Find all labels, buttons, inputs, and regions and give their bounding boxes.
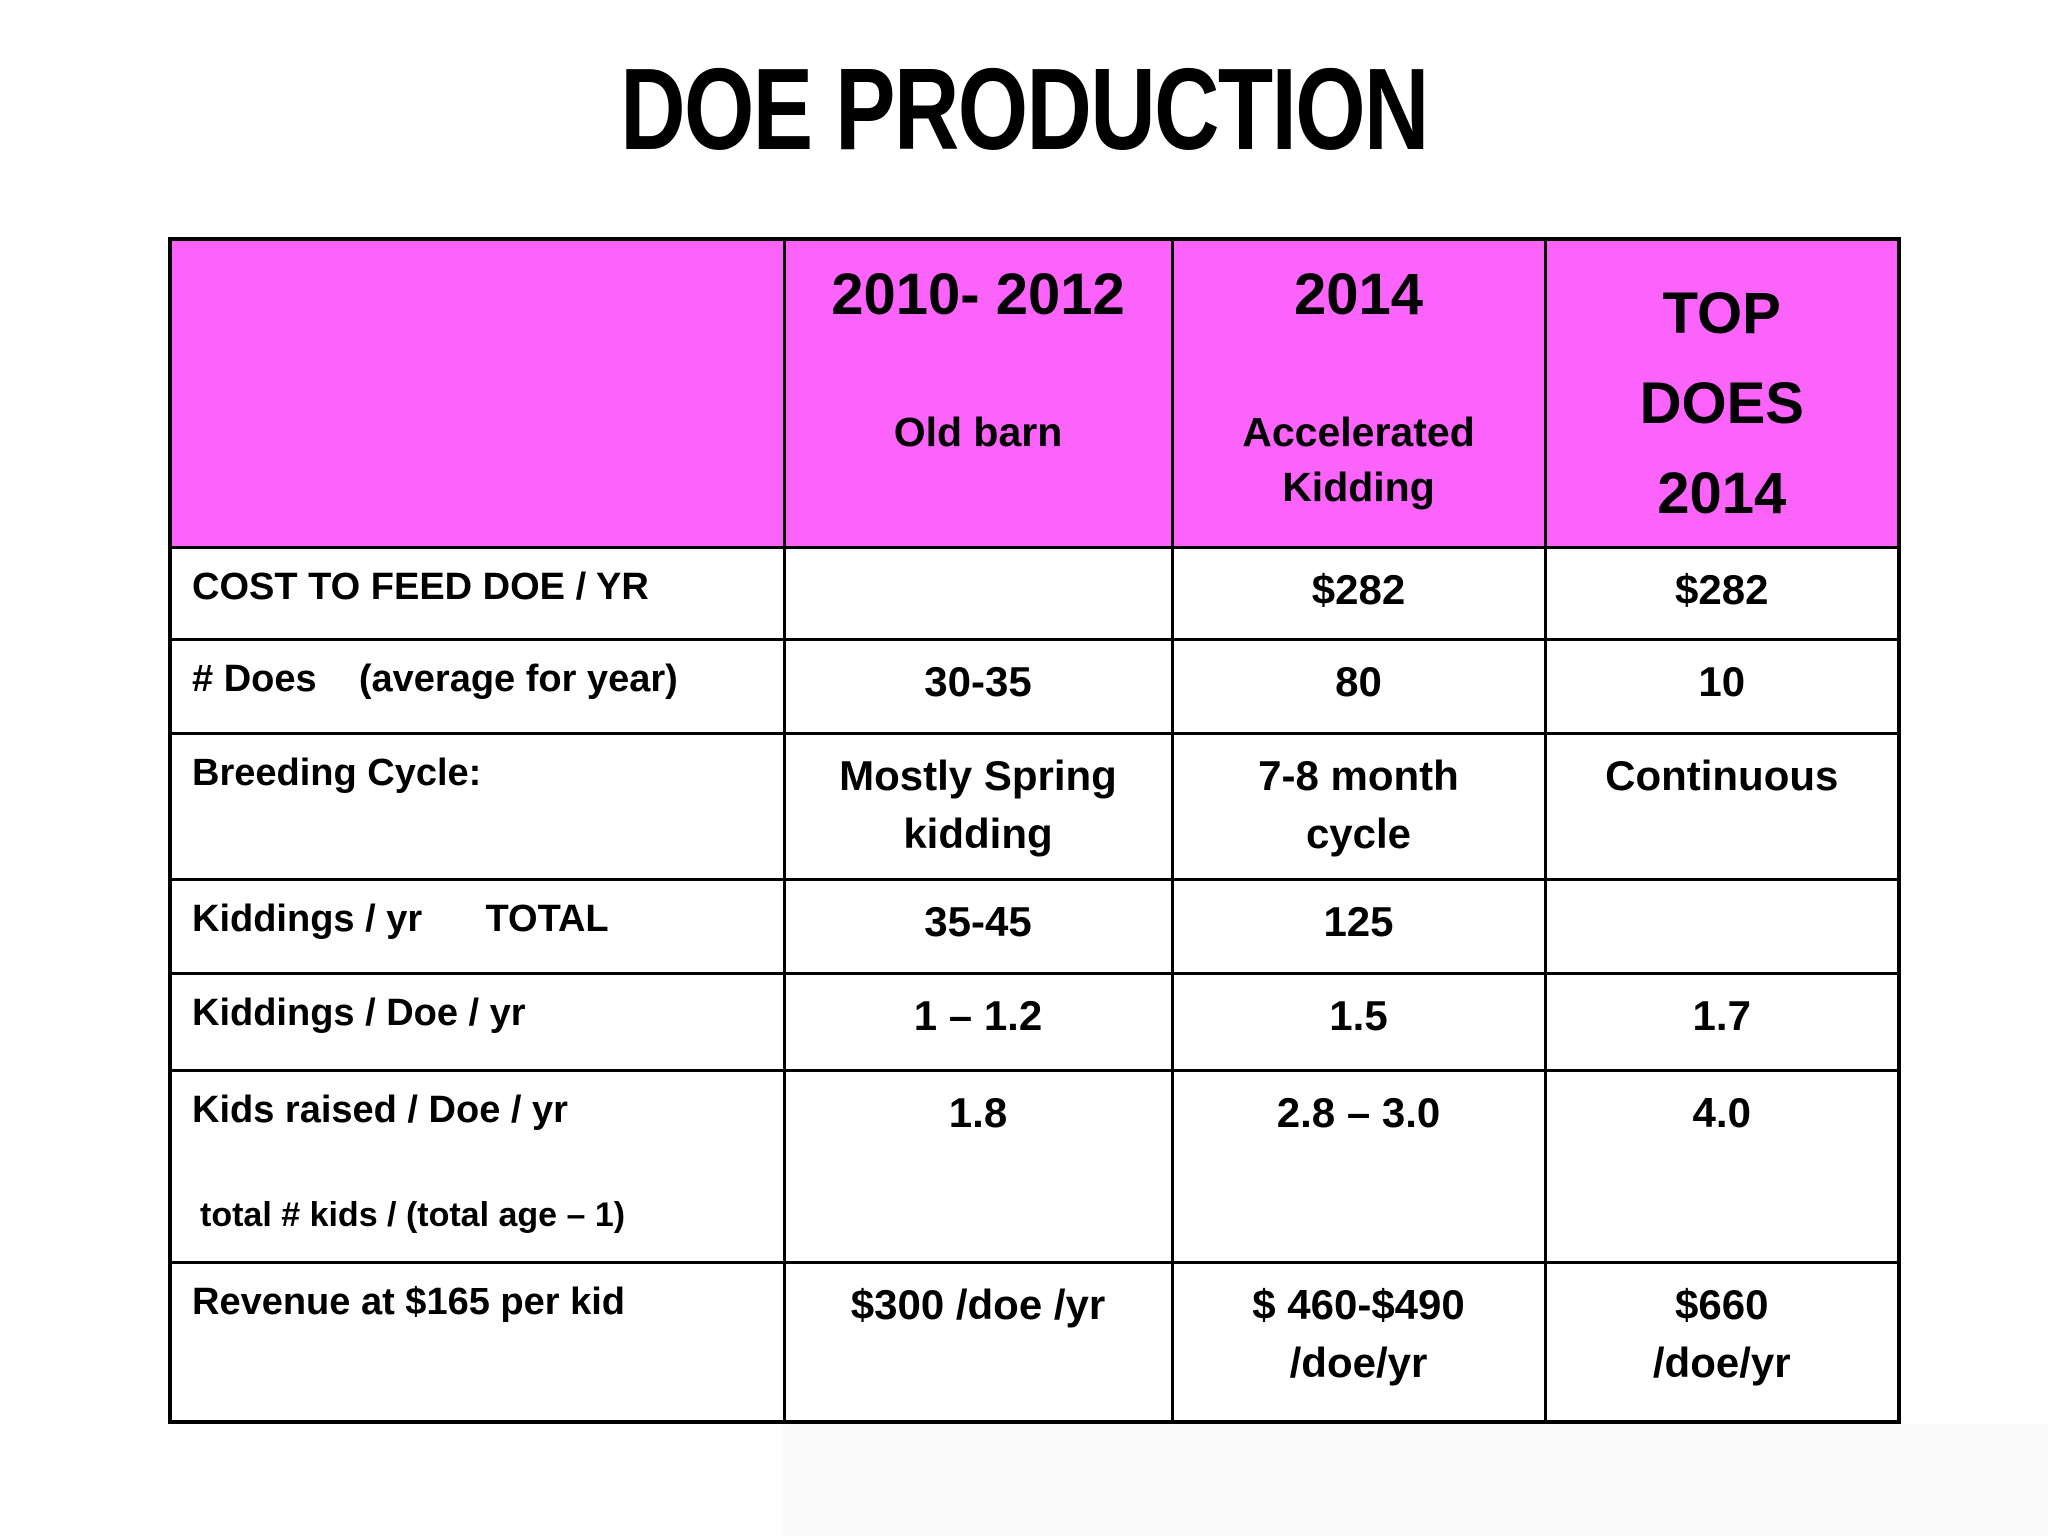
cell-value: 30-35	[782, 637, 1174, 735]
cell-value	[782, 545, 1174, 641]
row-label: Kiddings / Doe / yr	[168, 971, 786, 1072]
cell-value: 2.8 – 3.0	[1170, 1068, 1547, 1264]
row-label: # Does (average for year)	[168, 637, 786, 735]
column-title: 2010- 2012	[831, 262, 1125, 327]
cell-value: 35-45	[782, 877, 1174, 975]
doe-production-table: 2010- 2012 Old barn 2014 Accelerated Kid…	[168, 237, 1901, 1424]
cell-value: $ 460-$490 /doe/yr	[1170, 1260, 1547, 1424]
cell-value: 1 – 1.2	[782, 971, 1174, 1072]
cell-value: $660 /doe/yr	[1543, 1260, 1901, 1424]
cell-value: 80	[1170, 637, 1547, 735]
row-label: COST TO FEED DOE / YR	[168, 545, 786, 641]
row-label: Kiddings / yr TOTAL	[168, 877, 786, 975]
table-row-kiddings-per-doe: Kiddings / Doe / yr 1 – 1.2 1.5 1.7	[168, 971, 1901, 1072]
column-subtitle: Old barn	[893, 408, 1063, 455]
cell-value: $282	[1170, 545, 1547, 641]
cell-value: $300 /doe /yr	[782, 1260, 1174, 1424]
row-label: Breeding Cycle:	[168, 731, 786, 881]
page-title: DOE PRODUCTION	[620, 44, 1429, 174]
table-row-kiddings-per-yr-total: Kiddings / yr TOTAL 35-45 125	[168, 877, 1901, 975]
table-row-num-does: # Does (average for year) 30-35 80 10	[168, 637, 1901, 735]
cell-value: Mostly Spring kidding	[782, 731, 1174, 881]
background-shade	[782, 1424, 2048, 1536]
row-label: Kids raised / Doe / yr total # kids / (t…	[168, 1068, 786, 1264]
cell-value: 10	[1543, 637, 1901, 735]
column-title: TOP DOES 2014	[1639, 281, 1804, 526]
row-label: Revenue at $165 per kid	[168, 1260, 786, 1424]
table-row-cost-to-feed: COST TO FEED DOE / YR $282 $282	[168, 545, 1901, 641]
column-title: 2014	[1293, 262, 1424, 327]
column-subtitle: Accelerated Kidding	[1242, 408, 1475, 511]
cell-value: 1.8	[782, 1068, 1174, 1264]
table-row-revenue: Revenue at $165 per kid $300 /doe /yr $ …	[168, 1260, 1901, 1424]
cell-value: 1.7	[1543, 971, 1901, 1072]
table-row-kids-raised-per-doe: Kids raised / Doe / yr total # kids / (t…	[168, 1068, 1901, 1264]
cell-value: $282	[1543, 545, 1901, 641]
cell-value: 4.0	[1543, 1068, 1901, 1264]
header-cell-2014: 2014 Accelerated Kidding	[1170, 237, 1547, 549]
cell-value: 1.5	[1170, 971, 1547, 1072]
table-row-breeding-cycle: Breeding Cycle: Mostly Spring kidding 7-…	[168, 731, 1901, 881]
cell-value: 7-8 month cycle	[1170, 731, 1547, 881]
header-cell-2010-2012: 2010- 2012 Old barn	[782, 237, 1174, 549]
header-row: 2010- 2012 Old barn 2014 Accelerated Kid…	[168, 237, 1901, 549]
row-sublabel: total # kids / (total age – 1)	[200, 1195, 626, 1234]
header-cell-empty	[168, 237, 786, 549]
cell-value	[1543, 877, 1901, 975]
cell-value: 125	[1170, 877, 1547, 975]
header-cell-top-does-2014: TOP DOES 2014	[1543, 237, 1901, 549]
cell-value: Continuous	[1543, 731, 1901, 881]
